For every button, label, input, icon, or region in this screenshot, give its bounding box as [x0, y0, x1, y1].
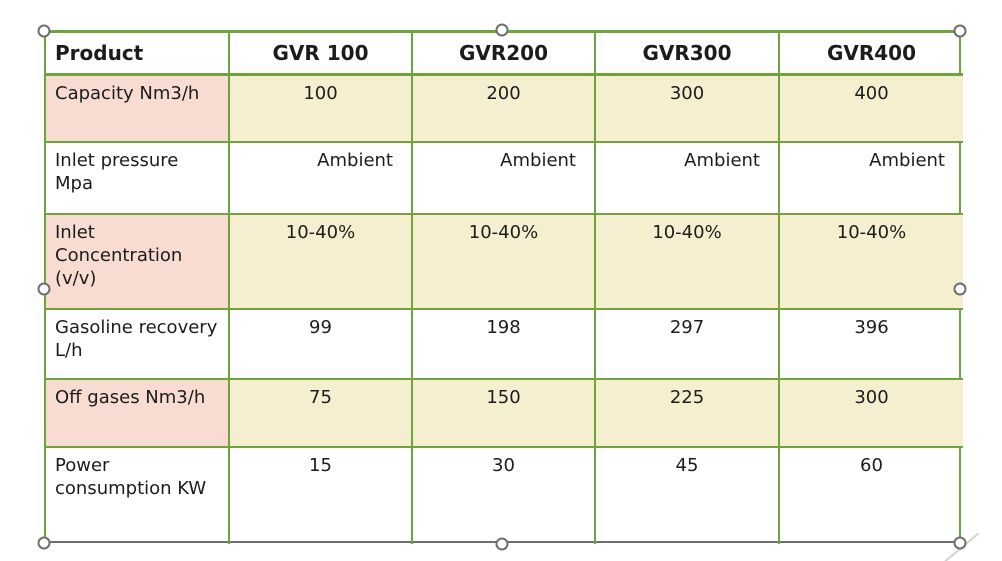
cell-power-gvr100[interactable]: 15	[230, 448, 413, 544]
row-label-inlet-pressure[interactable]: Inlet pressure Mpa	[46, 143, 230, 215]
cell-recovery-gvr200[interactable]: 198	[413, 310, 596, 380]
selection-handle-top-center[interactable]	[495, 23, 509, 37]
selection-handle-bottom-center[interactable]	[495, 537, 509, 551]
cell-pressure-gvr100[interactable]: Ambient	[230, 143, 413, 215]
cell-power-gvr300[interactable]: 45	[596, 448, 780, 544]
cell-pressure-gvr400[interactable]: Ambient	[780, 143, 963, 215]
header-cell-gvr300[interactable]: GVR300	[596, 33, 780, 76]
header-cell-gvr400[interactable]: GVR400	[780, 33, 963, 76]
selection-handle-top-left[interactable]	[37, 24, 51, 38]
row-label-inlet-concentration[interactable]: Inlet Concentration (v/v)	[46, 215, 230, 310]
cell-recovery-gvr300[interactable]: 297	[596, 310, 780, 380]
selection-handle-middle-left[interactable]	[37, 282, 51, 296]
cell-recovery-gvr400[interactable]: 396	[780, 310, 963, 380]
row-label-gasoline-recovery[interactable]: Gasoline recovery L/h	[46, 310, 230, 380]
cell-offgases-gvr300[interactable]: 225	[596, 380, 780, 448]
cell-concentration-gvr100[interactable]: 10-40%	[230, 215, 413, 310]
cell-power-gvr400[interactable]: 60	[860, 455, 883, 476]
header-cell-gvr100[interactable]: GVR 100	[230, 33, 413, 76]
cell-power-gvr200[interactable]: 30	[413, 448, 596, 544]
cell-concentration-gvr400[interactable]: 10-40%	[780, 215, 963, 310]
cell-capacity-gvr400[interactable]: 400	[780, 76, 963, 143]
cell-concentration-gvr200[interactable]: 10-40%	[413, 215, 596, 310]
cell-offgases-gvr200[interactable]: 150	[413, 380, 596, 448]
selection-handle-top-right[interactable]	[953, 24, 967, 38]
cell-offgases-gvr100[interactable]: 75	[230, 380, 413, 448]
selection-handle-bottom-left[interactable]	[37, 536, 51, 550]
cell-capacity-gvr100[interactable]: 100	[230, 76, 413, 143]
cell-concentration-gvr300[interactable]: 10-40%	[596, 215, 780, 310]
cell-pressure-gvr200[interactable]: Ambient	[413, 143, 596, 215]
row-label-power-consumption[interactable]: Power consumption KW	[46, 448, 230, 544]
row-label-off-gases[interactable]: Off gases Nm3/h	[46, 380, 230, 448]
selection-handle-middle-right[interactable]	[953, 282, 967, 296]
cell-capacity-gvr200[interactable]: 200	[413, 76, 596, 143]
header-cell-product[interactable]: Product	[46, 33, 230, 76]
product-spec-table[interactable]: Product GVR 100 GVR200 GVR300 GVR400 Cap…	[44, 30, 963, 544]
cell-capacity-gvr300[interactable]: 300	[596, 76, 780, 143]
cell-offgases-gvr400[interactable]: 300	[780, 380, 963, 448]
cell-pressure-gvr300[interactable]: Ambient	[596, 143, 780, 215]
cell-recovery-gvr100[interactable]: 99	[230, 310, 413, 380]
header-cell-gvr200[interactable]: GVR200	[413, 33, 596, 76]
row-label-capacity[interactable]: Capacity Nm3/h	[46, 76, 230, 143]
selection-handle-bottom-right[interactable]	[953, 536, 967, 550]
